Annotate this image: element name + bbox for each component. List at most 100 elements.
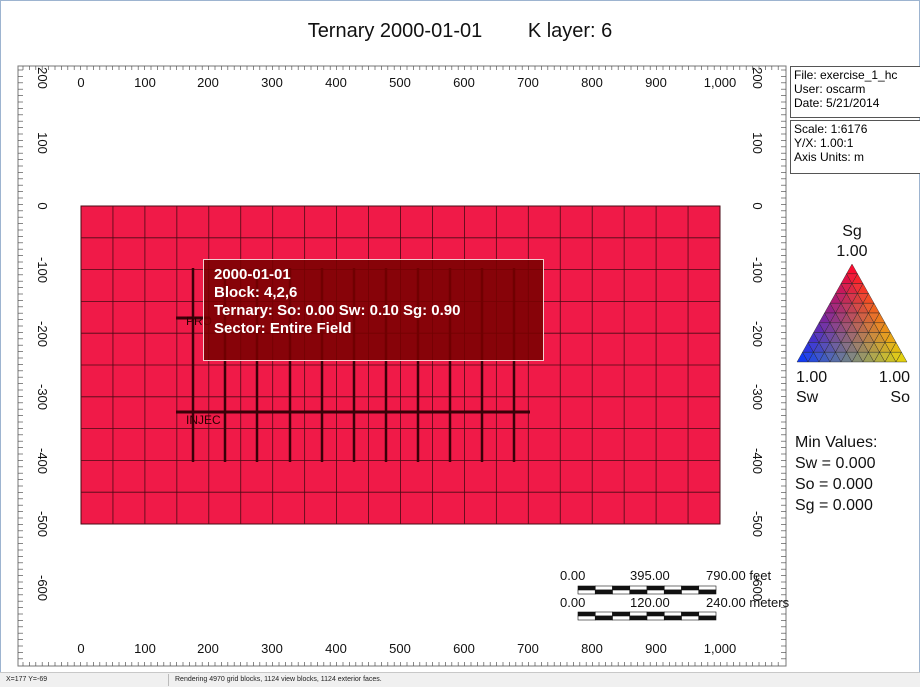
x-axis-labels-bottom: 0 100 200 300 400 500 600 700 800 900 1,000 xyxy=(77,641,736,656)
tooltip-date: 2000-01-01 xyxy=(214,266,291,283)
x-tick-label-bottom: 800 xyxy=(581,641,603,656)
scale-bar-segment xyxy=(698,615,717,621)
min-values-title: Min Values: xyxy=(795,434,878,451)
scale-bar-segment xyxy=(629,615,648,621)
x-tick-label-bottom: 1,000 xyxy=(704,641,737,656)
ternary-left-label: 1.00 Sw xyxy=(796,368,827,408)
tooltip-ternary: Ternary: So: 0.00 Sw: 0.10 Sg: 0.90 xyxy=(214,302,461,319)
scale-bar-segment xyxy=(612,615,631,621)
y-tick-label-left: -300 xyxy=(35,384,50,410)
ternary-cell xyxy=(846,263,858,274)
x-tick-label-top: 200 xyxy=(197,75,219,90)
axis-ticks xyxy=(18,66,786,666)
injector-well-label: INJEC xyxy=(186,413,221,427)
y-tick-label-left: -500 xyxy=(35,511,50,537)
x-tick-label-top: 1,000 xyxy=(704,75,737,90)
tooltip-sector: Sector: Entire Field xyxy=(214,320,352,337)
ternary-right-label: 1.00 So xyxy=(866,368,910,408)
grid-lines xyxy=(80,205,721,525)
scale-bar-segment xyxy=(594,611,613,617)
ternary-top-label: Sg 1.00 xyxy=(800,222,904,262)
scale-bar-segment xyxy=(646,615,665,621)
file-name: File: exercise_1_hc xyxy=(794,68,898,82)
feet-label-0: 0.00 xyxy=(560,568,586,583)
scale-bar-segment xyxy=(646,611,665,617)
status-message: Rendering 4970 grid blocks, 1124 view bl… xyxy=(175,676,382,683)
y-tick-label-right: -200 xyxy=(750,321,765,347)
y-tick-label-right: 100 xyxy=(750,132,765,154)
ternary-cell xyxy=(895,351,908,363)
x-tick-label-bottom: 100 xyxy=(134,641,156,656)
scale-bar-segment xyxy=(646,589,665,595)
y-tick-label-left: -400 xyxy=(35,448,50,474)
scale-bar-segment xyxy=(612,611,631,617)
y-tick-label-left: 100 xyxy=(35,132,50,154)
min-sg: Sg = 0.000 xyxy=(795,497,873,514)
y-tick-label-left: 200 xyxy=(35,67,50,89)
scale-bar-segment xyxy=(629,611,648,617)
ternary-right-value: 1.00 xyxy=(878,369,910,386)
x-tick-label-top: 300 xyxy=(261,75,283,90)
x-axis-labels-top: 0 100 200 300 400 500 600 700 800 900 1,000 xyxy=(77,75,736,90)
axis-units: Axis Units: m xyxy=(794,150,865,164)
y-tick-label-right: 0 xyxy=(750,202,765,209)
tooltip-block: Block: 4,2,6 xyxy=(214,284,298,301)
y-tick-label-right: 200 xyxy=(750,67,765,89)
min-values-panel: Min Values: Sw = 0.000 So = 0.000 Sg = 0… xyxy=(795,432,877,516)
status-separator xyxy=(168,674,169,686)
x-tick-label-top: 700 xyxy=(517,75,539,90)
x-tick-label-bottom: 500 xyxy=(389,641,411,656)
x-tick-label-top: 600 xyxy=(453,75,475,90)
x-tick-label-top: 800 xyxy=(581,75,603,90)
scale-bars xyxy=(577,585,717,621)
block-info-tooltip: 2000-01-01 Block: 4,2,6 Ternary: So: 0.0… xyxy=(203,259,544,361)
y-tick-label-left: 0 xyxy=(35,202,50,209)
feet-label-2: 790.00 feet xyxy=(706,568,772,583)
title-layer: K layer: 6 xyxy=(527,20,613,42)
scale-value: Scale: 1:6176 xyxy=(794,122,868,136)
x-tick-label-top: 400 xyxy=(325,75,347,90)
plot-title: Ternary 2000-01-01 K layer: 6 xyxy=(0,20,920,43)
ternary-top-value: 1.00 xyxy=(836,243,868,260)
scale-bar-segment xyxy=(612,585,631,591)
y-tick-label-left: -600 xyxy=(35,575,50,601)
scale-bar-segment xyxy=(577,611,596,617)
meter-label-2: 240.00 meters xyxy=(706,595,790,610)
x-tick-label-bottom: 200 xyxy=(197,641,219,656)
yx-ratio: Y/X: 1.00:1 xyxy=(794,136,854,150)
ternary-right-name: So xyxy=(890,389,910,406)
scale-info-box: Scale: 1:6176 Y/X: 1.00:1 Axis Units: m xyxy=(790,120,920,174)
scale-bar-segment xyxy=(577,615,596,621)
x-tick-label-top: 0 xyxy=(77,75,84,90)
status-bar: X=177 Y=-69 Rendering 4970 grid blocks, … xyxy=(0,672,920,687)
ternary-left-value: 1.00 xyxy=(796,369,828,386)
scale-bar-segment xyxy=(629,585,648,591)
ternary-top-name: Sg xyxy=(842,223,862,240)
y-tick-label-right: -100 xyxy=(750,257,765,283)
scale-bar-segment xyxy=(594,589,613,595)
scale-bar-segment xyxy=(698,611,717,617)
grid-outline xyxy=(80,205,721,525)
meter-label-1: 120.00 xyxy=(630,595,670,610)
min-sw: Sw = 0.000 xyxy=(795,455,876,472)
scale-bar-segment xyxy=(663,615,682,621)
min-so: So = 0.000 xyxy=(795,476,873,493)
meter-label-0: 0.00 xyxy=(560,595,586,610)
y-tick-label-right: -400 xyxy=(750,448,765,474)
file-date: Date: 5/21/2014 xyxy=(794,96,880,110)
scale-bar-segment xyxy=(594,585,613,591)
x-tick-label-bottom: 600 xyxy=(453,641,475,656)
scale-bar-segment xyxy=(681,615,700,621)
scale-bar-segment xyxy=(681,611,700,617)
x-tick-label-bottom: 400 xyxy=(325,641,347,656)
scale-bar-segment xyxy=(663,589,682,595)
y-tick-label-right: -300 xyxy=(750,384,765,410)
x-tick-label-top: 100 xyxy=(134,75,156,90)
scale-bar-segment xyxy=(663,585,682,591)
title-date: Ternary 2000-01-01 xyxy=(307,20,483,42)
y-axis-labels-left: 200 100 0 -100 -200 -300 -400 -500 -600 xyxy=(35,67,50,601)
scale-bar-segment xyxy=(698,585,717,591)
scale-bar-segment xyxy=(577,589,596,595)
y-tick-label-right: -500 xyxy=(750,511,765,537)
